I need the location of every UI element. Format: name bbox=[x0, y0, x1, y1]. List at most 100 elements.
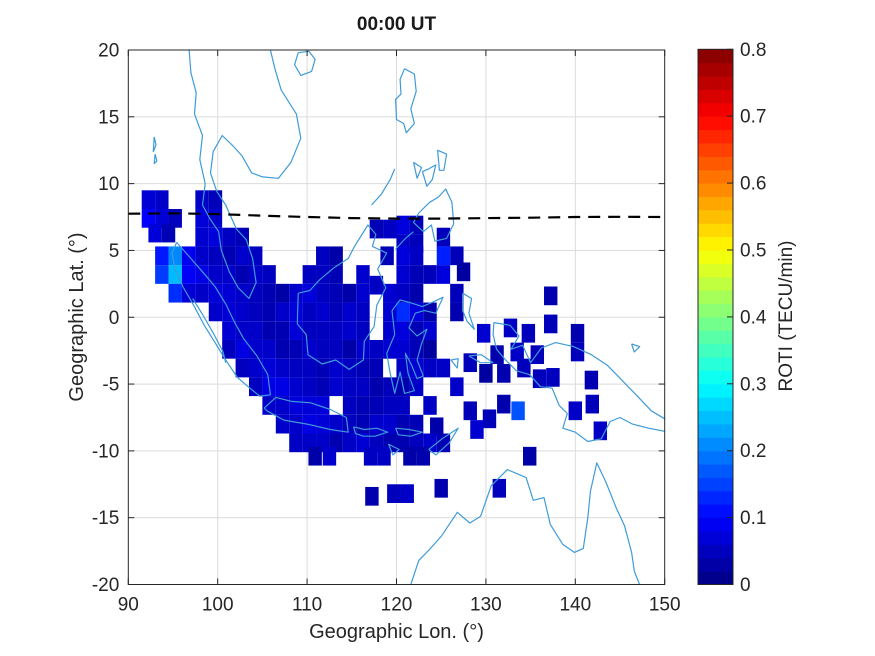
roti-cell bbox=[369, 358, 384, 378]
roti-cell bbox=[316, 339, 330, 359]
roti-cell bbox=[476, 323, 491, 343]
roti-cell bbox=[423, 396, 437, 415]
roti-cell bbox=[482, 409, 497, 429]
roti-cell bbox=[356, 283, 370, 303]
roti-cell bbox=[492, 478, 507, 498]
roti-cell bbox=[450, 246, 464, 266]
roti-cell bbox=[248, 377, 263, 397]
roti-cell bbox=[436, 358, 451, 378]
roti-cell bbox=[356, 396, 370, 415]
coastline-australia bbox=[410, 462, 641, 585]
roti-cell bbox=[329, 302, 343, 322]
roti-cell bbox=[289, 433, 303, 453]
roti-cell bbox=[530, 345, 545, 365]
colorbar-level bbox=[698, 437, 733, 452]
roti-cell bbox=[248, 302, 263, 322]
roti-cell bbox=[356, 414, 370, 434]
roti-cell bbox=[168, 283, 182, 303]
roti-cell bbox=[490, 345, 504, 365]
colorbar-level bbox=[698, 196, 733, 211]
coastline-mentawai-chain bbox=[192, 298, 227, 363]
colorbar-level bbox=[698, 236, 733, 251]
colorbar-level bbox=[698, 557, 733, 572]
roti-cell bbox=[316, 283, 330, 303]
colorbar-level bbox=[698, 62, 733, 77]
roti-cell bbox=[302, 396, 317, 415]
roti-cell bbox=[316, 246, 330, 266]
roti-cell bbox=[342, 433, 357, 453]
roti-cell bbox=[168, 265, 182, 284]
roti-cell bbox=[356, 321, 370, 340]
roti-cell bbox=[356, 377, 370, 397]
roti-cell bbox=[387, 484, 401, 503]
roti-cell bbox=[342, 377, 357, 397]
roti-cell bbox=[396, 302, 410, 322]
coastline-sulawesi bbox=[386, 296, 444, 394]
axis-ticks bbox=[127, 49, 666, 585]
roti-cell bbox=[400, 484, 414, 503]
roti-cell bbox=[329, 414, 343, 434]
colorbar-tick-label: 0.5 bbox=[740, 241, 766, 262]
coastline-negros-cebu bbox=[421, 164, 437, 187]
roti-cell bbox=[423, 339, 437, 359]
colorbar-level bbox=[698, 89, 733, 104]
roti-cell bbox=[235, 321, 249, 340]
x-tick-label: 100 bbox=[202, 595, 234, 616]
roti-cell bbox=[436, 265, 451, 284]
roti-cell bbox=[396, 339, 410, 359]
roti-cell bbox=[316, 265, 330, 284]
colorbar-level bbox=[698, 397, 733, 412]
colorbar-level bbox=[698, 116, 733, 131]
roti-cell bbox=[369, 377, 384, 397]
colorbar-level bbox=[698, 571, 733, 585]
roti-cell bbox=[544, 286, 558, 306]
roti-cell bbox=[275, 414, 290, 434]
roti-cell bbox=[436, 246, 451, 266]
x-tick-labels: 90 100 110 120 130 140 150 bbox=[118, 595, 681, 616]
roti-cell bbox=[356, 302, 370, 322]
roti-cell bbox=[593, 421, 608, 441]
roti-cell bbox=[208, 246, 223, 266]
roti-cell bbox=[532, 369, 547, 389]
roti-cell bbox=[222, 339, 236, 359]
roti-cell bbox=[302, 377, 317, 397]
colorbar-level bbox=[698, 343, 733, 358]
roti-cell bbox=[396, 283, 410, 303]
roti-cell bbox=[423, 265, 437, 284]
roti-cell bbox=[155, 265, 169, 284]
roti-cell bbox=[383, 302, 397, 322]
colorbar-ticks bbox=[727, 48, 733, 585]
roti-cell bbox=[479, 364, 493, 383]
coastline-buru bbox=[450, 358, 459, 369]
roti-cell bbox=[248, 283, 263, 303]
colorbar-level bbox=[698, 263, 733, 278]
roti-cell bbox=[248, 339, 263, 359]
roti-cell bbox=[235, 302, 249, 322]
roti-cell bbox=[222, 227, 236, 247]
figure-title: 00:00 UT bbox=[356, 14, 437, 35]
y-tick-label: 5 bbox=[109, 241, 120, 262]
roti-cell bbox=[510, 342, 524, 362]
roti-cell bbox=[409, 246, 424, 266]
roti-cell bbox=[430, 417, 444, 437]
roti-cell bbox=[275, 396, 290, 415]
roti-cell bbox=[141, 190, 156, 210]
roti-cell bbox=[168, 246, 182, 266]
roti-cell bbox=[195, 227, 209, 247]
roti-cell bbox=[584, 370, 599, 390]
roti-cell bbox=[383, 339, 397, 359]
roti-cell bbox=[262, 321, 276, 340]
coastline-java bbox=[263, 396, 349, 433]
roti-cell bbox=[342, 321, 357, 340]
roti-cell bbox=[383, 377, 397, 397]
y-axis-label: Geographic Lat. (°) bbox=[66, 232, 88, 402]
roti-cell bbox=[316, 377, 330, 397]
coastlines bbox=[152, 50, 665, 585]
coastline-indochina-malay bbox=[188, 50, 302, 300]
roti-cell bbox=[396, 215, 410, 235]
roti-cell bbox=[356, 339, 370, 359]
colorbar-level bbox=[698, 490, 733, 505]
roti-cell bbox=[302, 283, 317, 303]
colorbar-tick-labels: 0 0.1 0.2 0.3 0.4 0.5 0.6 0.7 0.8 bbox=[740, 40, 767, 596]
